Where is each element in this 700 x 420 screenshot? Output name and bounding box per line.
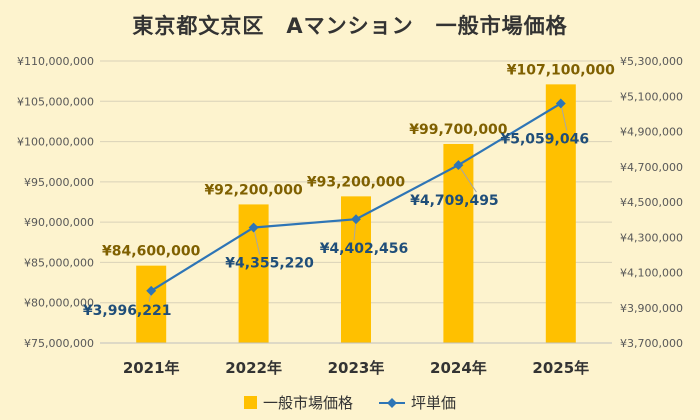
legend-item-bar: 一般市場価格 — [243, 392, 353, 413]
x-tick-label: 2025年 — [532, 359, 589, 377]
chart-title: 東京都文京区 Aマンション 一般市場価格 — [132, 14, 568, 38]
y-left-tick-label: ¥110,000,000 — [17, 55, 94, 68]
line-data-label: ¥4,709,495 — [410, 193, 499, 209]
bar-data-label: ¥84,600,000 — [102, 244, 201, 260]
legend: 一般市場価格 坪単価 — [0, 392, 700, 413]
y-left-tick-label: ¥80,000,000 — [24, 297, 94, 310]
bar — [545, 84, 576, 343]
y-right-tick-label: ¥5,100,000 — [620, 90, 683, 103]
bar — [136, 265, 167, 343]
y-right-tick-label: ¥3,700,000 — [620, 337, 683, 350]
x-tick-label: 2022年 — [225, 359, 282, 377]
y-right-tick-label: ¥4,500,000 — [620, 196, 683, 209]
line-point — [555, 98, 566, 109]
y-left-tick-label: ¥100,000,000 — [17, 136, 94, 149]
y-right-tick-label: ¥4,300,000 — [620, 231, 683, 244]
bar — [443, 143, 474, 343]
leader-line — [457, 164, 477, 193]
x-tick-label: 2024年 — [430, 359, 487, 377]
y-left-tick-label: ¥85,000,000 — [24, 256, 94, 269]
line-data-label: ¥5,059,046 — [501, 131, 590, 147]
y-left-tick-label: ¥95,000,000 — [24, 176, 94, 189]
y-right-tick-label: ¥5,300,000 — [620, 55, 683, 68]
bar-data-label: ¥93,200,000 — [307, 174, 406, 190]
y-right-tick-label: ¥4,900,000 — [620, 126, 683, 139]
line-point — [351, 214, 361, 225]
y-left-tick-label: ¥90,000,000 — [24, 216, 94, 229]
leader-line — [560, 103, 568, 131]
legend-item-line: 坪単価 — [379, 392, 456, 413]
y-right-tick-label: ¥4,700,000 — [620, 161, 683, 174]
line-data-label: ¥4,355,220 — [225, 256, 314, 272]
leader-line — [253, 227, 261, 255]
y-right-tick-label: ¥3,900,000 — [620, 302, 683, 315]
bar-data-label: ¥99,700,000 — [409, 122, 508, 138]
bar-data-label: ¥92,200,000 — [204, 182, 303, 198]
legend-swatch-bar — [243, 396, 257, 409]
y-left-tick-label: ¥75,000,000 — [24, 337, 94, 350]
y-left-tick-label: ¥105,000,000 — [17, 95, 94, 108]
y-right-tick-label: ¥4,100,000 — [620, 267, 683, 280]
line-point — [453, 160, 464, 171]
legend-label-line: 坪単価 — [411, 394, 457, 412]
line-point — [146, 285, 157, 296]
bar-data-label: ¥107,100,000 — [507, 62, 615, 78]
x-tick-label: 2021年 — [123, 359, 180, 377]
line-data-label: ¥4,402,456 — [320, 241, 409, 257]
line-point — [248, 222, 259, 233]
legend-swatch-line — [379, 397, 405, 408]
line-data-label: ¥3,996,221 — [83, 303, 172, 319]
legend-label-bar: 一般市場価格 — [262, 394, 353, 412]
x-tick-label: 2023年 — [328, 359, 385, 377]
